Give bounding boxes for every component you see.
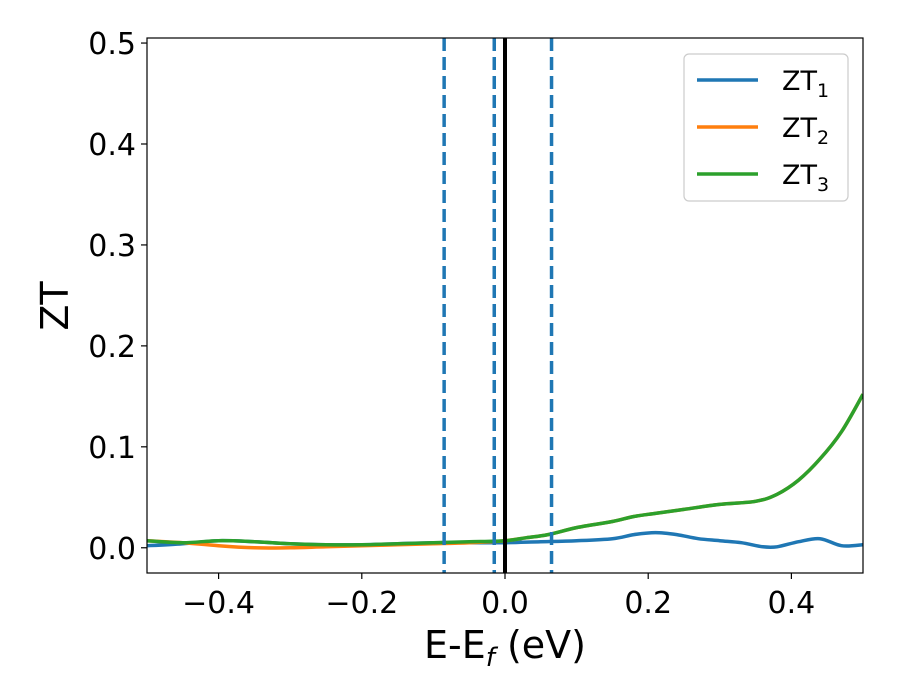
x-axis: −0.4 −0.2 0.0 0.2 0.4 [182,573,815,621]
plot-lines [147,393,863,550]
series-line-3 [147,393,863,547]
y-axis-label: ZT [33,281,77,331]
y-tick-label: 0.1 [88,431,136,466]
legend-frame [683,53,849,202]
legend-label-2: ZT2 [782,113,829,149]
x-axis-label-main: E-E [424,623,486,667]
x-axis-label-unit: (eV) [495,623,586,667]
y-axis: 0.0 0.1 0.2 0.3 0.4 0.5 [88,27,147,567]
y-tick-label: 0.3 [88,229,136,264]
legend-label-1: ZT1 [782,66,829,102]
y-tick-label: 0.0 [88,532,136,567]
y-tick-label: 0.4 [88,128,136,163]
y-tick-label: 0.2 [88,330,136,365]
legend: ZT1 ZT2 ZT3 [683,53,849,202]
x-tick-label: 0.4 [768,586,816,621]
x-tick-label: 0.0 [481,586,529,621]
x-tick-label: −0.2 [325,586,398,621]
vertical-reference-lines [442,38,554,573]
x-tick-label: −0.4 [182,586,255,621]
y-tick-label: 0.5 [88,27,136,62]
legend-label-3: ZT3 [782,160,829,196]
x-axis-label: E-Ef (eV) [424,623,586,673]
x-tick-label: 0.2 [624,586,672,621]
